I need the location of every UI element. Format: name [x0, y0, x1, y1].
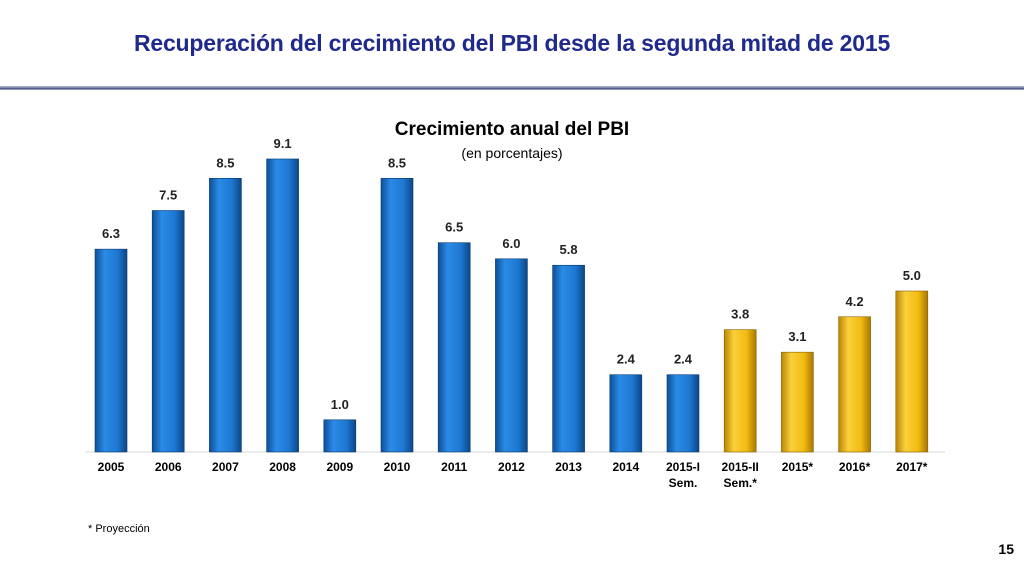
- x-tick-label: 2011: [441, 460, 467, 474]
- bar-2015-i-sem: [666, 374, 700, 453]
- x-tick-label: 2017*: [896, 460, 928, 474]
- bar-2011: [437, 242, 471, 453]
- bar-2013: [552, 264, 585, 453]
- bar-2016: [838, 316, 871, 453]
- bar-value-label: 7.5: [159, 188, 177, 203]
- bar-2008: [266, 158, 299, 453]
- bar-value-label: 5.0: [903, 268, 921, 283]
- bar-value-label: 2.4: [674, 352, 693, 367]
- bar-2009: [323, 419, 357, 453]
- bar-value-label: 8.5: [216, 155, 234, 170]
- bar-value-label: 9.1: [274, 136, 292, 151]
- bar-value-label: 3.1: [788, 329, 806, 344]
- x-tick-label: 2009: [326, 460, 353, 474]
- page-number: 15: [998, 541, 1014, 557]
- bar-2006: [151, 210, 185, 453]
- bar-value-label: 3.8: [731, 307, 749, 322]
- footnote: * Proyección: [88, 523, 150, 535]
- bar-2015-ii-sem: [723, 329, 757, 453]
- chart-subtitle: (en porcentajes): [461, 145, 563, 161]
- bar-value-label: 8.5: [388, 155, 406, 170]
- bar-2012: [495, 258, 528, 453]
- bar-2015: [781, 351, 814, 453]
- bar-value-label: 1.0: [331, 397, 349, 412]
- bar-value-label: 6.3: [102, 226, 120, 241]
- bar-2014: [609, 374, 643, 453]
- x-tick-label: 2007: [212, 460, 239, 474]
- x-tick-label: 2008: [269, 460, 296, 474]
- x-tick-label: 2014: [612, 460, 639, 474]
- slide-title: Recuperación del crecimiento del PBI des…: [133, 30, 891, 56]
- bar-value-label: 6.0: [502, 236, 520, 251]
- x-tick-label: 2015*: [782, 460, 814, 474]
- bar-value-label: 4.2: [846, 294, 864, 309]
- bar-value-label: 5.8: [560, 242, 578, 257]
- x-tick-label: 2006: [155, 460, 182, 474]
- bar-2005: [94, 248, 128, 453]
- bar-2007: [209, 178, 242, 453]
- chart-title: Crecimiento anual del PBI: [394, 119, 630, 140]
- x-tick-label: 2010: [384, 460, 411, 474]
- x-tick-label: 2005: [98, 460, 125, 474]
- title-divider: [0, 86, 1024, 90]
- bar-value-label: 2.4: [617, 352, 636, 367]
- bar-2010: [380, 178, 414, 453]
- bar-2017: [895, 290, 929, 453]
- x-tick-label: 2016*: [839, 460, 871, 474]
- x-tick-label: 2013: [555, 460, 582, 474]
- x-tick-label: 2015-II Sem.*: [722, 460, 759, 490]
- bars-group: 6.3 2005 7.5 2006 8.5 2007 9.1 2008 1.0 2009 8.5 20…: [94, 136, 929, 490]
- x-tick-label: 2012: [498, 460, 525, 474]
- x-tick-label: 2015-I Sem.: [666, 460, 700, 490]
- bar-value-label: 6.5: [445, 220, 463, 235]
